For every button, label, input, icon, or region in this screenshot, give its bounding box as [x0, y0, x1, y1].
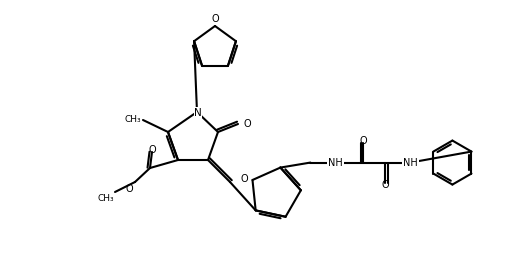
Text: O: O — [241, 174, 249, 184]
Text: N: N — [194, 108, 202, 118]
Text: O: O — [125, 184, 133, 194]
Text: O: O — [148, 145, 156, 155]
Text: CH₃: CH₃ — [98, 194, 114, 203]
Text: NH: NH — [403, 157, 418, 168]
Text: CH₃: CH₃ — [124, 115, 141, 123]
Text: O: O — [243, 119, 251, 129]
Text: O: O — [382, 180, 389, 189]
Text: NH: NH — [328, 157, 343, 168]
Text: O: O — [360, 136, 367, 146]
Text: O: O — [211, 14, 219, 24]
